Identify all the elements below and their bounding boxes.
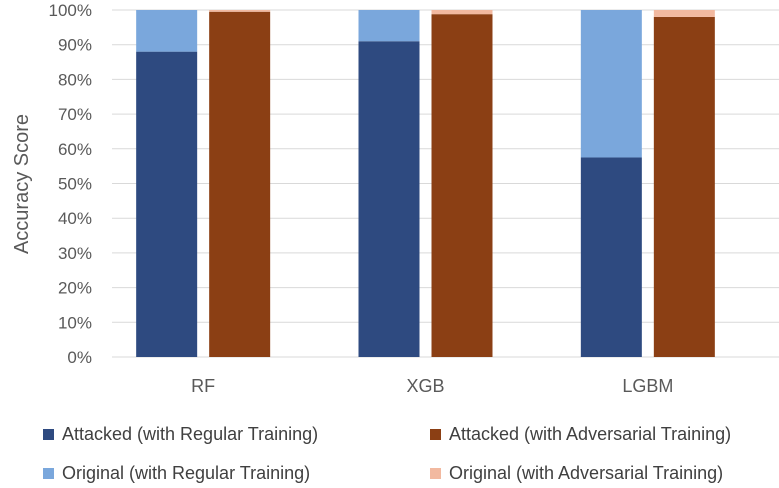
y-tick-label: 60%: [58, 140, 92, 159]
legend-label: Attacked (with Adversarial Training): [449, 424, 732, 444]
y-tick-label: 80%: [58, 70, 92, 89]
bar-segment: [209, 11, 271, 358]
bar-segment: [653, 10, 715, 17]
x-category-label: XGB: [406, 376, 444, 396]
y-tick-label: 90%: [58, 36, 92, 55]
bar-segment: [580, 10, 642, 158]
y-tick-label: 10%: [58, 313, 92, 332]
legend-swatch: [430, 429, 441, 440]
legend-item-original-regular: Original (with Regular Training): [43, 463, 310, 484]
bar-segment: [653, 16, 715, 357]
y-tick-label: 20%: [58, 279, 92, 298]
bar-segment: [358, 41, 420, 357]
y-tick-label: 40%: [58, 209, 92, 228]
legend-swatch: [430, 468, 441, 479]
legend-item-attacked-adversarial: Attacked (with Adversarial Training): [430, 424, 731, 445]
bar-segment: [209, 10, 271, 12]
y-tick-label: 100%: [49, 1, 92, 20]
bar-segment: [358, 10, 420, 42]
legend-label: Original (with Adversarial Training): [449, 463, 724, 483]
legend-item-attacked-regular: Attacked (with Regular Training): [43, 424, 318, 445]
legend-label: Original (with Regular Training): [62, 463, 311, 483]
y-tick-label: 30%: [58, 244, 92, 263]
bar-segment: [431, 10, 493, 15]
legend-swatch: [43, 468, 54, 479]
bar-segment: [136, 10, 198, 52]
legend: Attacked (with Regular Training) Attacke…: [0, 418, 779, 488]
legend-swatch: [43, 429, 54, 440]
chart: 0% 10% 20% 30% 40% 50% 60% 70% 80% 90% 100% Accurac…: [11, 1, 779, 396]
x-category-label: LGBM: [622, 376, 673, 396]
bar-segment: [431, 14, 493, 357]
y-axis-label: Accuracy Score: [11, 114, 33, 254]
x-category-label: RF: [191, 376, 215, 396]
bar-segment: [136, 51, 198, 357]
legend-label: Attacked (with Regular Training): [62, 424, 319, 444]
y-tick-label: 0%: [67, 348, 92, 367]
bar-segment: [580, 157, 642, 357]
y-tick-label: 50%: [58, 175, 92, 194]
y-tick-label: 70%: [58, 105, 92, 124]
legend-item-original-adversarial: Original (with Adversarial Training): [430, 463, 723, 484]
